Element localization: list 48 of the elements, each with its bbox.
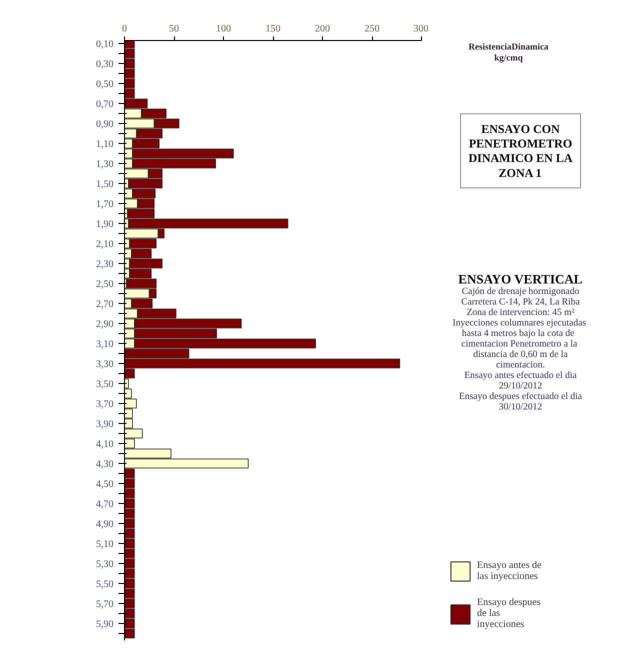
- y-tick-label: 5,90: [96, 619, 114, 630]
- x-tick-label: 250: [364, 24, 380, 34]
- y-tick-label: 2,30: [96, 259, 114, 270]
- y-tick-label: 5,50: [96, 579, 114, 590]
- x-tick-label: 300: [414, 24, 428, 34]
- y-tick-label: 4,90: [96, 519, 114, 530]
- y-tick-label: 1,70: [96, 199, 114, 210]
- x-tick-label: 0: [122, 24, 127, 34]
- y-tick-label: 2,50: [96, 279, 114, 290]
- y-tick-label: 3,10: [96, 339, 114, 350]
- y-tick-label: 4,30: [96, 459, 114, 470]
- y-tick-label: 0,30: [96, 59, 114, 70]
- y-tick-label: 3,70: [96, 399, 114, 410]
- y-tick-label: 0,70: [96, 99, 114, 110]
- text: Inyecciones columnares ejecutadas hasta 4 metros bajo la cota de cimentacion Penetrometro a la distancia de 0,60 m de la cimentacion.: [452, 318, 586, 370]
- y-tick-label: 4,50: [96, 479, 114, 490]
- y-tick-label: 1,90: [96, 219, 114, 230]
- y-tick-label: 3,90: [96, 419, 114, 430]
- y-tick-label: 0,10: [96, 39, 114, 50]
- y-tick-label: 1,30: [96, 159, 114, 170]
- y-tick-label: 2,10: [96, 239, 114, 250]
- text: Ensayo antes efectuado el dia 29/10/2012: [464, 370, 578, 392]
- y-tick-label: 5,70: [96, 599, 114, 610]
- text: ENSAYO CON PENETROMETRO DINAMICO EN LA ZONA 1: [468, 122, 573, 180]
- y-tick-label: 5,10: [96, 539, 114, 550]
- x-tick-label: 200: [315, 24, 330, 34]
- text: Carretera C-14, Pk 24, La Riba: [461, 297, 581, 308]
- legend-label: Ensayo despues de las inyecciones: [477, 597, 541, 630]
- y-tick-label: 1,50: [96, 179, 114, 190]
- x-tick-label: 100: [216, 24, 231, 34]
- text: Cajón de drenaje hormigonado: [462, 286, 580, 297]
- y-tick-label: 2,70: [96, 299, 114, 310]
- x-axis-title: ResistenciaDinamica kg/cmq: [468, 41, 549, 62]
- y-tick-label: 2,90: [96, 319, 114, 330]
- y-tick-label: 0,90: [96, 119, 114, 130]
- y-tick-label: 4,70: [96, 499, 114, 510]
- y-tick-label: 3,50: [96, 379, 114, 390]
- text: ENSAYO VERTICAL: [458, 271, 583, 286]
- legend-label: Ensayo antes de las inyecciones: [477, 560, 542, 582]
- y-tick-label: 0,50: [96, 79, 114, 90]
- x-tick-label: 50: [169, 24, 179, 34]
- x-tick-label: 150: [266, 24, 280, 34]
- y-tick-label: 1,10: [96, 139, 114, 150]
- text: Ensayo despues efectuado el dia 30/10/2012: [459, 392, 583, 412]
- y-tick-label: 4,10: [96, 439, 114, 450]
- y-tick-label: 5,30: [96, 559, 114, 570]
- y-tick-label: 3,30: [96, 359, 114, 370]
- text: Zona de intervencion: 45 m²: [466, 308, 575, 318]
